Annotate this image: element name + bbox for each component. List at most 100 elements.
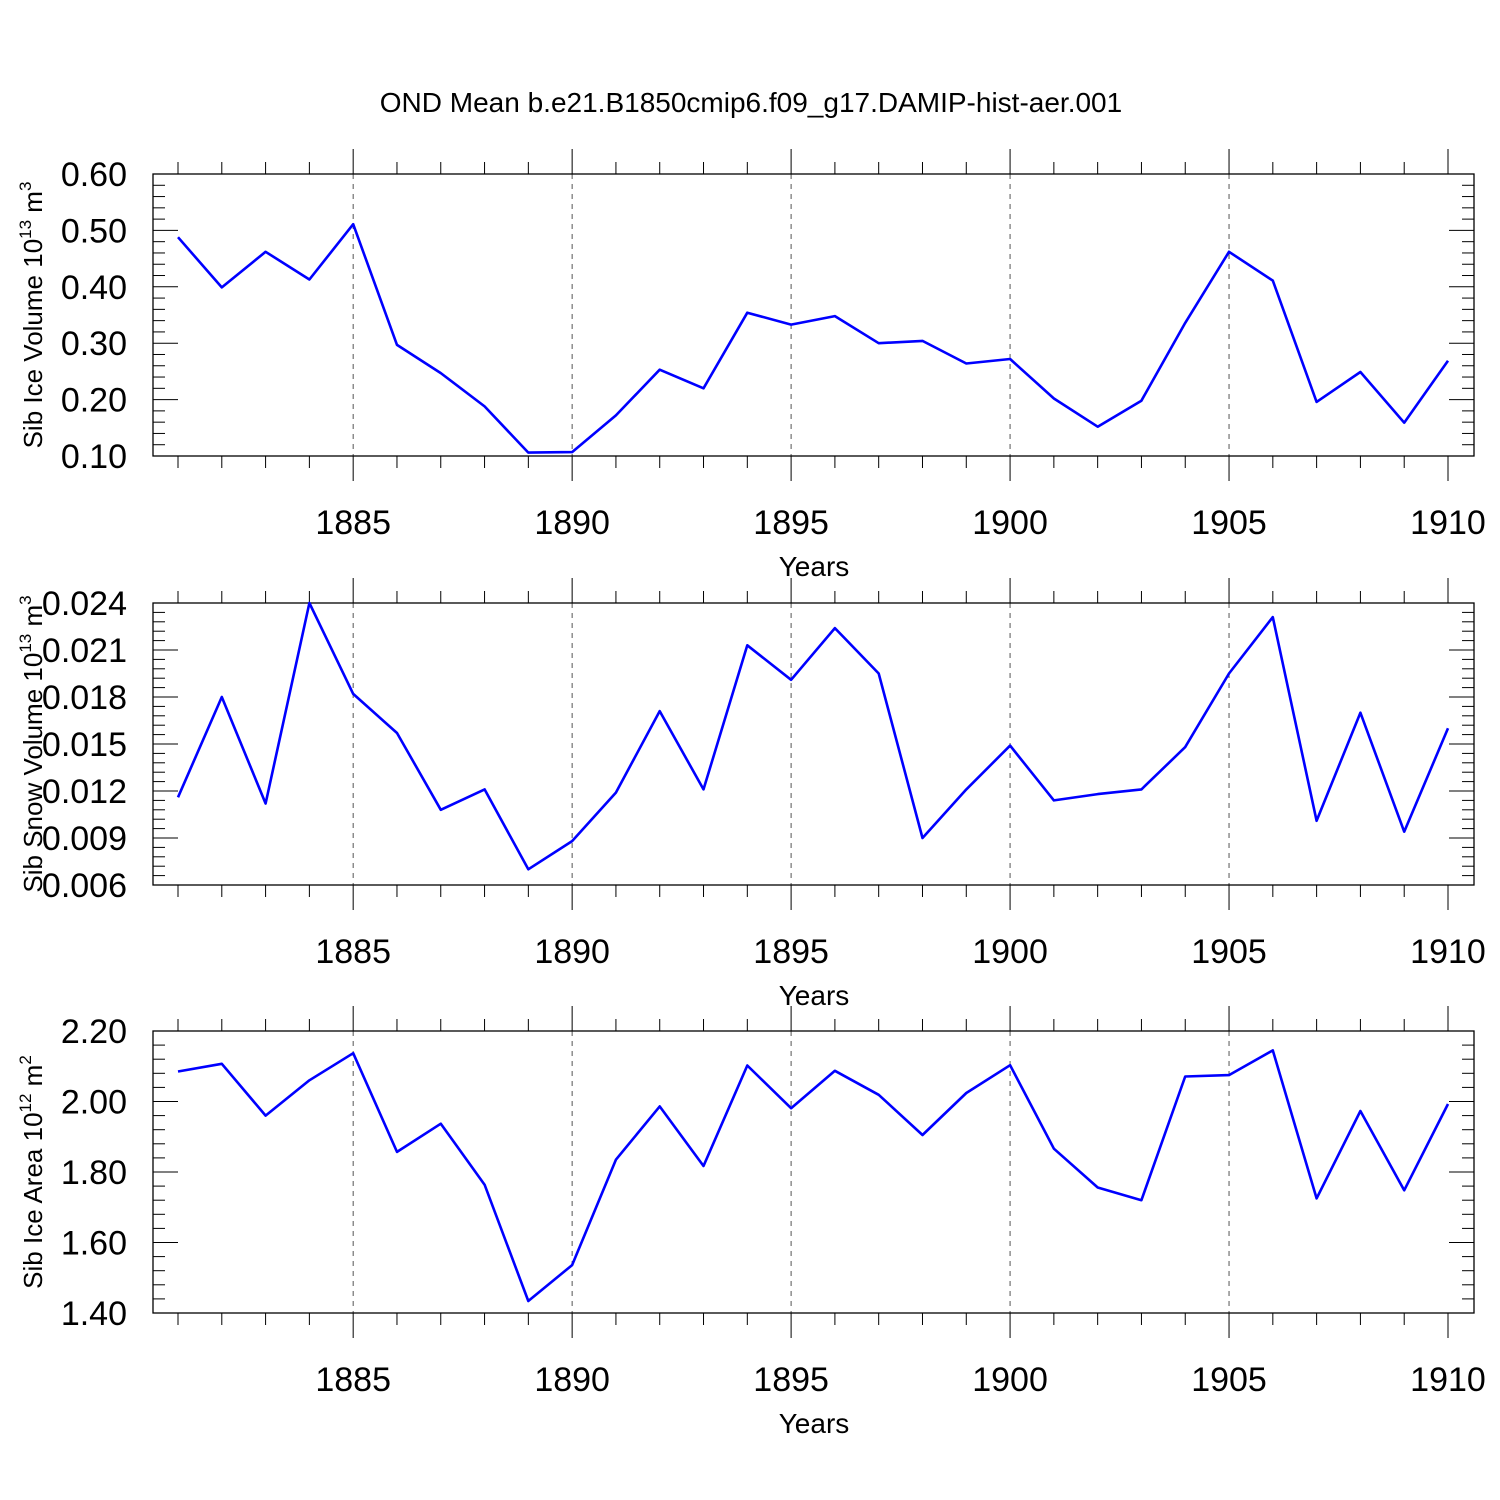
- data-point-1901: [1052, 396, 1056, 400]
- plot-frame: [152, 1030, 1475, 1314]
- data-point-1907: [1315, 819, 1319, 823]
- series-line-ice-area: [177, 1049, 1450, 1303]
- data-point-1903: [1139, 787, 1143, 791]
- data-point-1885: [351, 222, 355, 226]
- data-point-1886: [395, 731, 399, 735]
- data-point-1881: [176, 795, 180, 799]
- data-point-1884: [307, 601, 311, 605]
- y-tick-label: 0.30: [61, 325, 127, 363]
- data-point-1891: [614, 413, 618, 417]
- x-tick-label: 1905: [1191, 933, 1267, 971]
- x-tick-label: 1900: [972, 504, 1048, 542]
- data-point-1882: [220, 695, 224, 699]
- panel-ice-volume: 1885 1890 1895 1900 1905 1910 Years 0.10 0.20 0.3…: [16, 149, 1486, 582]
- y-tick-label: 0.40: [61, 269, 127, 307]
- data-point-1908: [1358, 370, 1362, 374]
- data-point-1885: [351, 1051, 355, 1055]
- data-point-1892: [658, 1104, 662, 1108]
- y-tick-label: 1.80: [61, 1154, 127, 1192]
- data-point-1895: [789, 1106, 793, 1110]
- data-point-1881: [176, 1070, 180, 1074]
- data-point-1905: [1227, 250, 1231, 254]
- x-tick-label: 1910: [1410, 933, 1486, 971]
- y-tick-label: 0.024: [42, 585, 127, 623]
- data-point-1902: [1096, 792, 1100, 796]
- y-tick-label: 2.00: [61, 1084, 127, 1122]
- data-point-1882: [220, 285, 224, 289]
- data-point-1881: [176, 235, 180, 239]
- data-point-1897: [877, 1093, 881, 1097]
- data-point-1890: [570, 839, 574, 843]
- y-tick-label: 0.50: [61, 212, 127, 250]
- data-point-1893: [702, 1164, 706, 1168]
- plot-frame: [152, 173, 1475, 457]
- x-tick-label: 1905: [1191, 1361, 1267, 1399]
- x-tick-label: 1900: [972, 1361, 1048, 1399]
- data-point-1909: [1402, 421, 1406, 425]
- data-point-1888: [483, 404, 487, 408]
- y-label-unit: m: [18, 605, 48, 634]
- data-point-1900: [1008, 1063, 1012, 1067]
- y-tick-label: 0.006: [42, 867, 127, 905]
- data-point-1887: [439, 1122, 443, 1126]
- y-label-unit-exponent: 3: [16, 182, 35, 191]
- x-tick-label: 1910: [1410, 1361, 1486, 1399]
- data-point-1884: [307, 1078, 311, 1082]
- y-label-unit-exponent: 3: [16, 595, 35, 604]
- data-point-1899: [964, 362, 968, 366]
- data-point-1886: [395, 343, 399, 347]
- data-point-1906: [1271, 1048, 1275, 1052]
- data-point-1893: [702, 386, 706, 390]
- y-tick-label: 0.021: [42, 632, 127, 670]
- x-axis-label: Years: [779, 980, 850, 1011]
- data-point-1887: [439, 371, 443, 375]
- data-point-1889: [526, 867, 530, 871]
- y-tick-label: 0.10: [61, 438, 127, 476]
- y-label-text: Sib Snow Volume 10: [18, 653, 48, 893]
- x-tick-label: 1885: [315, 1361, 391, 1399]
- y-label-unit-exponent: 2: [16, 1055, 35, 1064]
- data-point-1894: [745, 311, 749, 315]
- data-point-1896: [833, 1069, 837, 1073]
- series-line-snow-volume: [176, 601, 1450, 871]
- x-tick-label: 1910: [1410, 504, 1486, 542]
- data-point-1894: [745, 643, 749, 647]
- data-point-1906: [1271, 615, 1275, 619]
- data-point-1883: [264, 802, 268, 806]
- x-tick-label: 1900: [972, 933, 1048, 971]
- data-point-1907: [1315, 1196, 1319, 1200]
- y-label-unit: m: [18, 1065, 48, 1094]
- data-point-1892: [658, 709, 662, 713]
- data-point-1888: [483, 787, 487, 791]
- data-point-1899: [964, 787, 968, 791]
- panel-snow-volume: 1885 1890 1895 1900 1905 1910 Years 0.006 0.009 0…: [16, 578, 1486, 1011]
- data-point-1910: [1446, 1102, 1450, 1106]
- data-point-1909: [1402, 1188, 1406, 1192]
- data-point-1903: [1139, 399, 1143, 403]
- y-label-text: Sib Ice Volume 10: [18, 239, 48, 449]
- y-label-exponent: 12: [16, 1094, 35, 1113]
- y-axis-label: Sib Ice Area 1012 m2: [16, 1055, 48, 1289]
- x-tick-label: 1905: [1191, 504, 1267, 542]
- data-point-1903: [1139, 1198, 1143, 1202]
- data-point-1899: [964, 1091, 968, 1095]
- data-point-1895: [789, 323, 793, 327]
- data-point-1904: [1183, 1074, 1187, 1078]
- data-point-1910: [1446, 726, 1450, 730]
- data-point-1895: [789, 678, 793, 682]
- data-point-1902: [1096, 425, 1100, 429]
- data-point-1900: [1008, 357, 1012, 361]
- data-point-1906: [1271, 279, 1275, 283]
- data-point-1889: [526, 451, 530, 455]
- data-point-1888: [483, 1183, 487, 1187]
- y-tick-label: 2.20: [61, 1013, 127, 1051]
- y-tick-label: 1.60: [61, 1225, 127, 1263]
- data-point-1910: [1446, 359, 1450, 363]
- data-point-1897: [877, 672, 881, 676]
- data-point-1886: [395, 1150, 399, 1154]
- x-axis-label: Years: [779, 551, 850, 582]
- data-point-1882: [220, 1062, 224, 1066]
- data-point-1897: [877, 341, 881, 345]
- series-line-ice-volume: [177, 222, 1450, 454]
- x-tick-label: 1890: [534, 1361, 610, 1399]
